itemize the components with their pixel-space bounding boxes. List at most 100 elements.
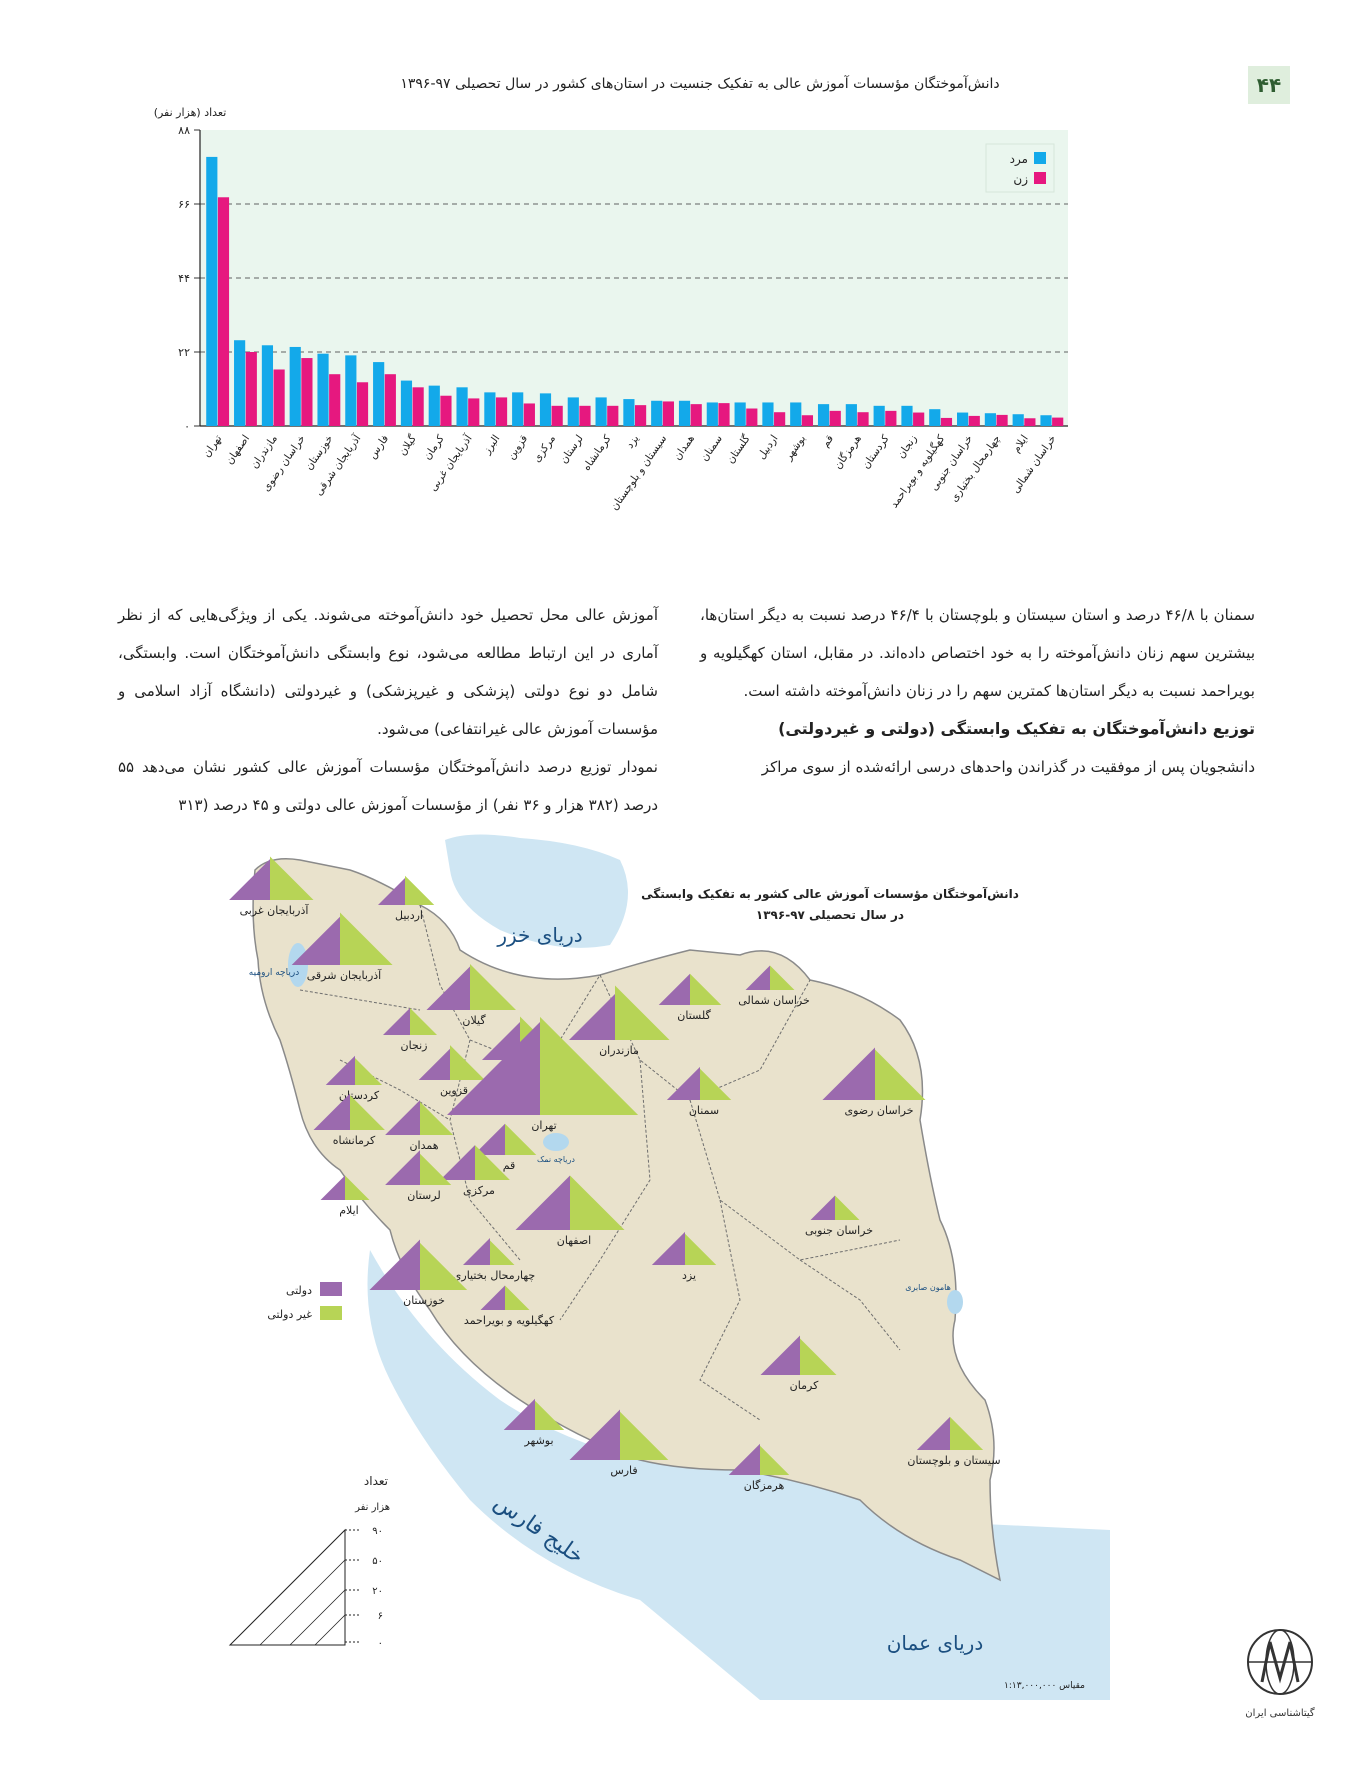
bar-male [845,404,857,426]
bar-male [261,345,274,426]
bar-male [1012,414,1024,426]
province-symbol: خوزستان [369,1239,468,1307]
province-label: گلستان [677,1009,711,1022]
private-triangle [760,1445,790,1475]
bar-female [245,352,257,426]
province-symbol: کهگیلویه و بویراحمد [464,1285,555,1327]
legend-label-private: غیر دولتی [267,1308,312,1321]
public-triangle [385,1100,420,1135]
private-triangle [620,1411,669,1460]
private-triangle [875,1049,926,1100]
province-symbol: یزد [651,1231,717,1282]
bar-male [956,412,969,426]
public-triangle [728,1443,760,1475]
bar-female [718,403,730,426]
public-triangle [760,1335,800,1375]
private-triangle [535,1400,565,1430]
section-heading: توزیع دانش‌آموختگان به تفکیک وابستگی (دو… [778,719,1255,738]
bar-male [400,380,413,426]
lake-hamun-label: هامون صابری [905,1283,951,1292]
province-border [699,1199,761,1421]
bar-male [289,346,301,426]
bar-female [356,382,369,426]
caspian-sea-label: دریای خزر [496,923,582,947]
bar-female [940,417,953,426]
province-label: بوشهر [523,1434,553,1447]
province-label: زنجان [401,1039,428,1052]
page-number: ۴۴ [1248,66,1290,104]
province-label: لرستان [407,1189,440,1202]
paragraph-affiliation: آموزش عالی محل تحصیل خود دانش‌آموخته می‌… [118,606,658,738]
province-symbol: آذربایجان غربی [229,856,314,917]
province-label: چهارمحال بختیاری [453,1269,535,1282]
public-triangle [320,1175,345,1200]
province-label: فارس [610,1464,637,1477]
bar-female [217,197,230,426]
bar-female [857,412,869,426]
public-triangle [745,965,770,990]
paragraph-percent: نمودار توزیع درصد دانش‌آموختگان مؤسسات آ… [118,758,658,814]
public-triangle [503,1398,535,1430]
province-label: اصفهان [557,1234,591,1247]
bar-male [762,402,774,426]
private-triangle [505,1123,537,1155]
province-symbol: سمنان [666,1066,732,1117]
legend-swatch [1034,172,1046,184]
bar-female [273,369,285,426]
publisher-logo: گیتاشناسی ایران [1245,1629,1315,1719]
lake-namak [543,1133,569,1151]
private-triangle [410,1008,437,1035]
public-triangle [822,1047,875,1100]
public-triangle [651,1231,685,1265]
bar-female [301,358,313,426]
province-label: ایلام [339,1204,359,1217]
public-triangle [440,1145,475,1180]
size-legend-triangle [228,1528,346,1646]
public-triangle [515,1175,570,1230]
bar-male [373,362,385,426]
bar-female [746,408,758,426]
public-triangle [229,859,270,900]
province-symbol: مازندران [569,985,670,1057]
y-tick-label: ۸۸ [178,124,190,137]
private-triangle [615,985,670,1040]
public-triangle [325,1055,355,1085]
map-title: دانش‌آموختگان مؤسسات آموزش عالی کشور به … [620,884,1040,926]
province-label: خراسان رضوی [844,1104,913,1117]
bar-female [885,410,897,426]
logo-mark [1260,1641,1300,1684]
province-label: کهگیلویه و بویراحمد [464,1314,555,1327]
bar-male [234,340,246,426]
bar-female [551,405,563,426]
public-triangle [383,1008,410,1035]
public-triangle [481,1021,520,1060]
private-triangle [420,1242,468,1290]
bar-female [523,403,535,426]
province-label: گیلان [462,1014,486,1027]
province-border [799,1259,901,1351]
private-triangle [690,973,722,1005]
text-column-left: آموزش عالی محل تحصیل خود دانش‌آموخته می‌… [118,596,658,824]
y-tick-label: ۲۲ [178,346,190,359]
province-symbol: چهارمحال بختیاری [453,1238,535,1282]
bar-female [384,374,396,426]
bar-female [829,410,841,426]
province-label: خراسان شمالی [738,994,810,1007]
province-symbol: اردبیل [378,875,435,922]
province-symbol: کرمان [760,1335,837,1392]
public-triangle [569,1409,620,1460]
bar-male [595,397,607,426]
private-triangle [685,1233,717,1265]
private-triangle [420,1101,454,1135]
province-symbol: گلستان [658,973,722,1022]
private-triangle [420,1153,452,1185]
province-symbol: زنجان [383,1008,437,1052]
size-legend-step [259,1559,346,1646]
bar-female [1024,418,1036,426]
private-triangle [540,1016,639,1115]
province-symbol: خراسان شمالی [738,965,810,1007]
legend-swatch-private [320,1306,342,1320]
map-title-line1: دانش‌آموختگان مؤسسات آموزش عالی کشور به … [641,887,1019,901]
province-symbol: خراسان رضوی [822,1047,926,1117]
